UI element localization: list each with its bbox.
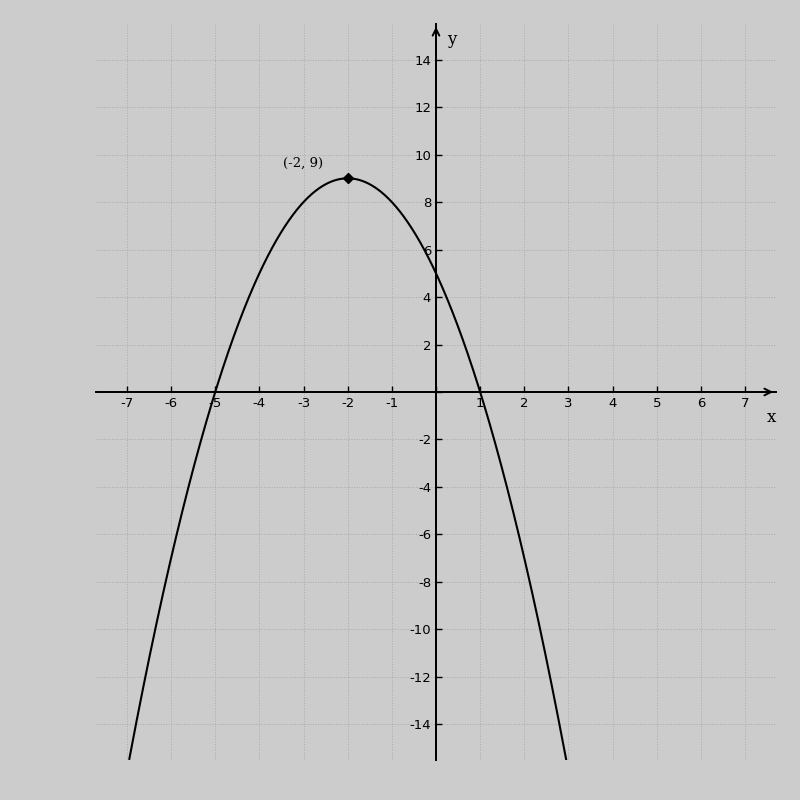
Text: y: y — [447, 31, 457, 48]
Text: x: x — [767, 409, 776, 426]
Text: (-2, 9): (-2, 9) — [283, 157, 323, 170]
